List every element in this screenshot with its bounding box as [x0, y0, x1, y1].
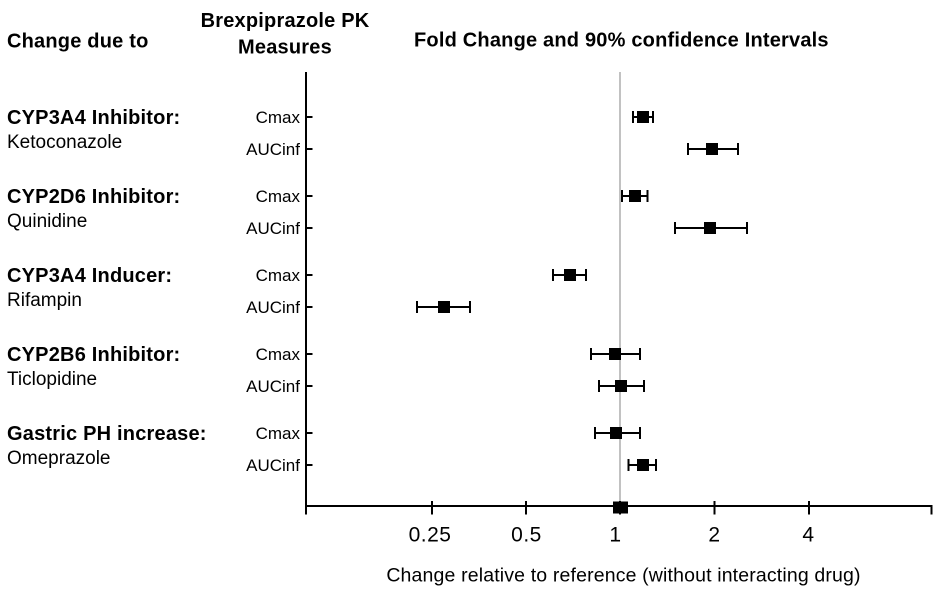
svg-text:CYP3A4 Inducer:: CYP3A4 Inducer:: [7, 265, 172, 287]
svg-text:Ticlopidine: Ticlopidine: [7, 369, 97, 390]
svg-text:CYP2B6 Inhibitor:: CYP2B6 Inhibitor:: [7, 344, 180, 366]
svg-text:Cmax: Cmax: [256, 266, 301, 285]
svg-text:Change relative to reference (: Change relative to reference (without in…: [386, 565, 860, 587]
svg-text:Gastric PH increase:: Gastric PH increase:: [7, 423, 207, 445]
svg-text:Cmax: Cmax: [256, 345, 301, 364]
svg-text:Fold Change and 90% confidence: Fold Change and 90% confidence Intervals: [414, 30, 829, 52]
svg-text:1: 1: [609, 524, 621, 547]
svg-text:Cmax: Cmax: [256, 108, 301, 127]
svg-text:Cmax: Cmax: [256, 187, 301, 206]
svg-text:AUCinf: AUCinf: [246, 140, 300, 159]
svg-text:0.5: 0.5: [511, 524, 542, 547]
svg-text:CYP2D6 Inhibitor:: CYP2D6 Inhibitor:: [7, 186, 180, 208]
svg-text:AUCinf: AUCinf: [246, 377, 300, 396]
svg-text:Omeprazole: Omeprazole: [7, 448, 111, 469]
svg-text:Quinidine: Quinidine: [7, 211, 87, 232]
svg-text:AUCinf: AUCinf: [246, 456, 300, 475]
svg-text:Cmax: Cmax: [256, 424, 301, 443]
svg-text:AUCinf: AUCinf: [246, 298, 300, 317]
svg-text:Measures: Measures: [238, 37, 332, 59]
svg-text:Rifampin: Rifampin: [7, 290, 82, 311]
svg-text:4: 4: [802, 524, 814, 547]
svg-text:Brexpiprazole PK: Brexpiprazole PK: [201, 10, 370, 32]
svg-text:0.25: 0.25: [409, 524, 452, 547]
svg-text:2: 2: [708, 524, 720, 547]
svg-text:Change due to: Change due to: [7, 31, 149, 53]
svg-text:CYP3A4 Inhibitor:: CYP3A4 Inhibitor:: [7, 107, 180, 129]
svg-text:Ketoconazole: Ketoconazole: [7, 132, 122, 153]
svg-text:AUCinf: AUCinf: [246, 219, 300, 238]
